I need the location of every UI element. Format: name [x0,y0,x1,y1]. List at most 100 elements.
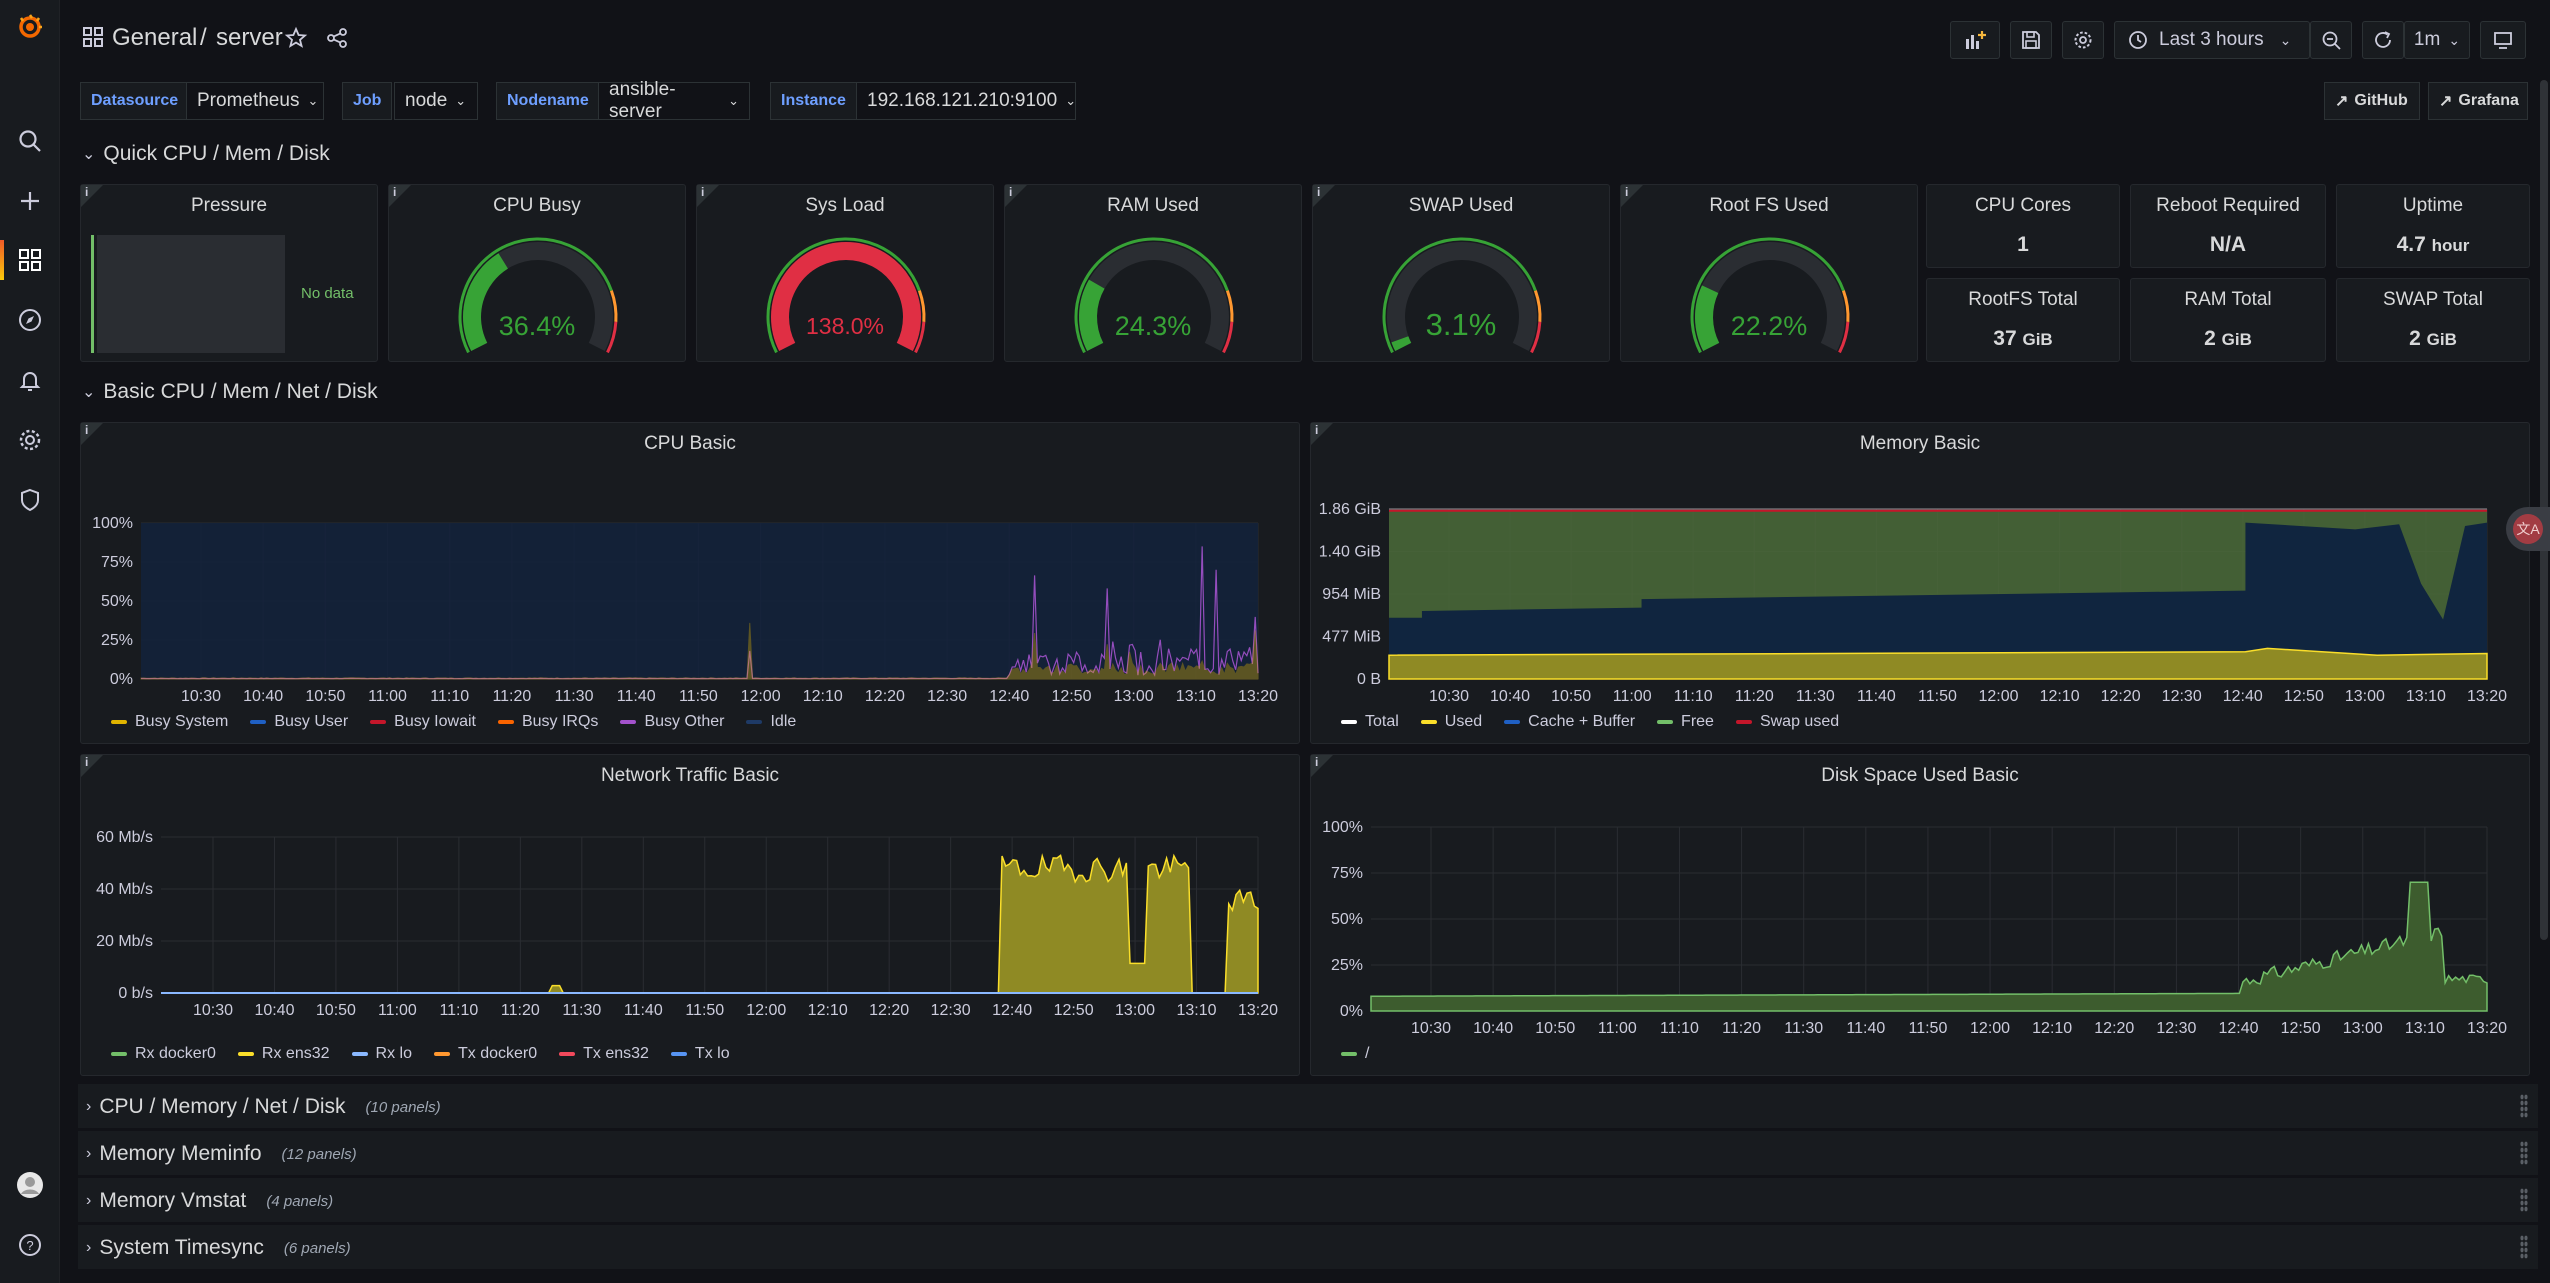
panel-info-corner[interactable] [81,185,103,207]
zoom-out-icon[interactable] [2310,21,2352,59]
drag-handle-icon[interactable] [2520,1235,2528,1259]
row-memory-vmstat[interactable]: › Memory Vmstat (4 panels) [78,1178,2538,1222]
panel-root-fs-used[interactable]: i Root FS Used 22.2% [1620,184,1918,362]
legend-item[interactable]: / [1341,1045,1369,1063]
grafana-link[interactable]: ↗ Grafana [2428,82,2528,120]
variable-select-instance[interactable]: 192.168.121.210:9100 ⌄ [856,82,1076,120]
row-memory-meminfo[interactable]: › Memory Meminfo (12 panels) [78,1131,2538,1175]
panel-cpu-cores[interactable]: CPU Cores 1 [1926,184,2120,268]
legend-item[interactable]: Busy IRQs [497,713,598,731]
legend-item[interactable]: Cache + Buffer [1504,713,1635,731]
variable-select-datasource[interactable]: Prometheus ⌄ [186,82,324,120]
row-header[interactable]: › Memory Meminfo (12 panels) [86,1142,357,1166]
panel-info-corner[interactable] [389,185,411,207]
stat-number: 2 [2204,327,2216,350]
panel-cpu-basic[interactable]: i CPU Basic 100% 75% 50% 25% 0% 10:30 10:40 10:… [80,422,1300,744]
clock-icon [2129,31,2147,49]
panel-info-corner[interactable] [1313,185,1335,207]
save-dashboard-icon[interactable] [2010,21,2052,59]
tv-mode-icon[interactable] [2480,21,2526,59]
panel-info-corner[interactable] [1311,423,1333,445]
row-cpu-memory-net-disk[interactable]: › CPU / Memory / Net / Disk (10 panels) [78,1084,2538,1128]
row-header[interactable]: › CPU / Memory / Net / Disk (10 panels) [86,1095,441,1119]
panel-pressure[interactable]: i Pressure No data [80,184,378,362]
legend-swatch [1504,720,1521,724]
legend-item[interactable]: Rx ens32 [237,1045,330,1063]
panel-info-corner[interactable] [697,185,719,207]
panel-memory-basic[interactable]: i Memory Basic 1.86 GiB 1.40 GiB 954 MiB 47… [1310,422,2530,744]
panel-swap-used[interactable]: i SWAP Used 3.1% [1312,184,1610,362]
legend-item[interactable]: Busy User [250,713,348,731]
variable-select-job[interactable]: node ⌄ [394,82,478,120]
legend-item[interactable]: Idle [746,713,796,731]
gauge-value: 138.0% [805,313,884,339]
add-panel-button[interactable] [1950,21,2000,59]
server-admin-shield-icon[interactable] [15,485,45,515]
explore-compass-icon[interactable] [15,305,45,335]
dashboards-icon[interactable] [15,245,45,275]
drag-handle-icon[interactable] [2520,1188,2528,1212]
row-header-quick[interactable]: ⌄ Quick CPU / Mem / Disk [82,142,330,166]
x-tick-label: 11:00 [368,688,407,705]
x-tick-label: 12:10 [2032,1020,2072,1037]
settings-gear-icon[interactable] [15,425,45,455]
panel-network-traffic-basic[interactable]: i Network Traffic Basic 60 Mb/s 40 Mb/s 20… [80,754,1300,1076]
help-icon[interactable]: ? [15,1230,45,1260]
time-picker-button[interactable]: Last 3 hours ⌄ [2114,21,2310,59]
x-tick-label: 10:30 [1411,1020,1451,1037]
star-icon[interactable] [284,26,308,55]
github-link[interactable]: ↗ GitHub [2324,82,2420,120]
user-avatar[interactable] [15,1170,45,1200]
row-header[interactable]: › Memory Vmstat (4 panels) [86,1189,333,1213]
row-system-timesync[interactable]: › System Timesync (6 panels) [78,1225,2538,1269]
legend-item[interactable]: Tx ens32 [559,1045,649,1063]
drag-handle-icon[interactable] [2520,1094,2528,1118]
panel-cpu-busy[interactable]: i CPU Busy 36.4% [388,184,686,362]
legend-item[interactable]: Busy Iowait [370,713,476,731]
alerting-bell-icon[interactable] [15,365,45,395]
panel-info-corner[interactable] [1311,755,1333,777]
info-icon: i [85,185,89,199]
refresh-icon[interactable] [2362,21,2404,59]
legend-item[interactable]: Swap used [1735,713,1839,731]
legend-item[interactable]: Tx lo [670,1045,730,1063]
breadcrumb-dashboard[interactable]: server [216,24,283,51]
x-tick-label: 12:20 [869,1002,909,1019]
panel-reboot-required[interactable]: Reboot Required N/A [2130,184,2326,268]
legend-item[interactable]: Used [1420,713,1482,731]
legend-item[interactable]: Busy Other [620,713,724,731]
grafana-logo-icon[interactable] [15,12,45,42]
drag-handle-icon[interactable] [2520,1141,2528,1165]
legend-item[interactable]: Rx docker0 [111,1045,216,1063]
variable-select-nodename[interactable]: ansible-server ⌄ [598,79,750,122]
legend-item[interactable]: Rx lo [351,1045,412,1063]
variable-value: 192.168.121.210:9100 [867,90,1058,111]
panel-info-corner[interactable] [1005,185,1027,207]
row-header-basic[interactable]: ⌄ Basic CPU / Mem / Net / Disk [82,380,378,404]
legend-item[interactable]: Busy System [111,713,228,731]
x-tick-label: 11:40 [624,1002,663,1019]
refresh-interval-picker[interactable]: 1m ⌄ [2404,21,2470,59]
panel-info-corner[interactable] [81,423,103,445]
panel-disk-space-used-basic[interactable]: i Disk Space Used Basic 100% 75% 50% 25% 0% 1… [1310,754,2530,1076]
panel-ram-used[interactable]: i RAM Used 24.3% [1004,184,1302,362]
legend-item[interactable]: Total [1341,713,1399,731]
panel-sys-load[interactable]: i Sys Load 138.0% [696,184,994,362]
panel-uptime[interactable]: Uptime 4.7 hour [2336,184,2530,268]
panel-rootfs-total[interactable]: RootFS Total 37 GiB [1926,278,2120,362]
breadcrumb-folder[interactable]: General [112,24,198,51]
translate-extension-button[interactable]: 文A [2506,507,2550,551]
legend-item[interactable]: Tx docker0 [433,1045,537,1063]
search-icon[interactable] [15,126,45,156]
legend-item[interactable]: Free [1657,713,1714,731]
panel-title: RAM Used [1107,195,1199,216]
x-tick-label: 10:30 [181,688,221,705]
dashboard-settings-gear-icon[interactable] [2062,21,2104,59]
panel-swap-total[interactable]: SWAP Total 2 GiB [2336,278,2530,362]
plus-icon[interactable] [15,186,45,216]
row-header[interactable]: › System Timesync (6 panels) [86,1236,351,1260]
share-icon[interactable] [326,27,348,54]
panel-ram-total[interactable]: RAM Total 2 GiB [2130,278,2326,362]
panel-info-corner[interactable] [81,755,103,777]
panel-info-corner[interactable] [1621,185,1643,207]
